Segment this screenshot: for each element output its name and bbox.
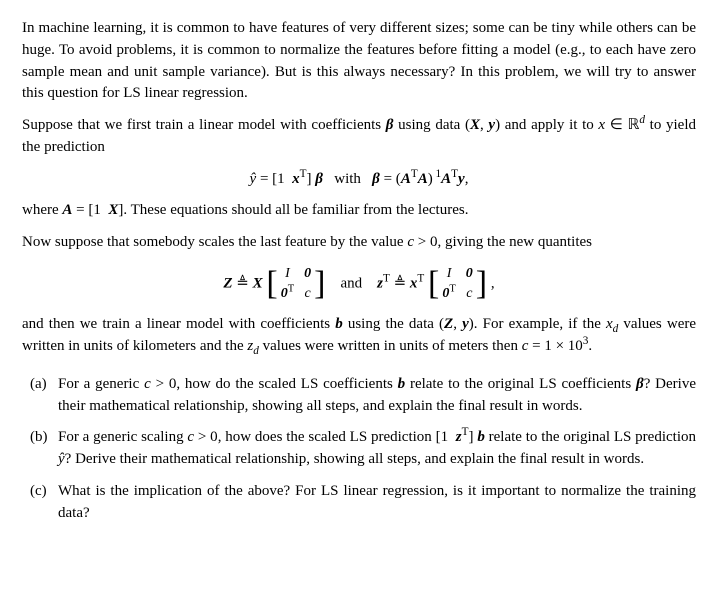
text: For a generic [58,376,144,392]
sym-beta: β [636,376,644,392]
text: relate to the original LS coefficients [405,376,636,392]
text: , giving the new quantites [437,234,592,250]
sym-zd: zd [247,338,258,354]
text: and apply it to [500,117,598,133]
sym-A-def: [1 X] [88,202,123,218]
cell: I [442,264,455,284]
sym-xd: xd [606,316,618,332]
sym-Xy: (X, y) [465,117,500,133]
text: relate to the original LS prediction [485,429,696,445]
text: ? Derive their mathematical relationship… [65,451,644,467]
cell: 0T [281,284,294,304]
matrix-2: [ I 0 0T c ] [428,264,487,305]
sym-A: A [62,202,72,218]
text-and: and [340,275,362,291]
list-item-c: (c) What is the implication of the above… [22,481,696,525]
sym-b: b [335,316,343,332]
sym-yhat: ŷ [58,451,65,467]
list-item-b: (b) For a generic scaling c > 0, how doe… [22,427,696,471]
item-body-a: For a generic c > 0, how do the scaled L… [58,374,696,418]
text: values were written in units of meters t… [259,338,522,354]
list-item-a: (a) For a generic c > 0, how do the scal… [22,374,696,418]
equation-yhat-beta: ŷ = [1 xT] β with β = (ATA) 1ATy, [22,169,696,191]
text: . [588,338,592,354]
item-label-b: (b) [22,427,58,471]
sym-c-val: c = 1 × 103 [522,338,589,354]
matrix-1: [ I 0 0T c ] [266,264,325,305]
paragraph-train-b: and then we train a linear model with co… [22,314,696,358]
item-body-b: For a generic scaling c > 0, how does th… [58,427,696,471]
paragraph-setup: Suppose that we first train a linear mod… [22,115,696,159]
text: . For example, if the [474,316,606,332]
text: , how does the scaled LS prediction [218,429,436,445]
cell: 0 [304,264,311,284]
text: , how do the scaled LS coefficients [176,376,397,392]
cell: c [304,284,311,304]
cell: 0T [442,284,455,304]
sym-c-gt-0: c > 0 [407,234,437,250]
text: using data [393,117,465,133]
sym-trieq: ≜ [394,275,407,291]
paragraph-intro: In machine learning, it is common to hav… [22,18,696,105]
cell: 0 [466,264,473,284]
paragraph-where-A: where A = [1 X]. These equations should … [22,200,696,222]
cell: I [281,264,294,284]
text: where [22,202,62,218]
paragraph-scale: Now suppose that somebody scales the las… [22,232,696,254]
sym-pred: [1 zT] b [436,429,485,445]
sym-Zy: (Z, y) [439,316,474,332]
text: and then we train a linear model with co… [22,316,335,332]
text: using the data [343,316,439,332]
sym-c-gt-0: c > 0 [144,376,176,392]
text: . These equations should all be familiar… [123,202,468,218]
sym-trieq: ≜ [236,275,249,291]
equation-Z-z: Z ≜ X [ I 0 0T c ] and zT ≜ xT [ I 0 0T … [22,264,696,305]
item-label-a: (a) [22,374,58,418]
cell: c [466,284,473,304]
text: For a generic scaling [58,429,187,445]
sym-x-in-Rd: x ∈ ℝd [598,117,645,133]
item-body-c: What is the implication of the above? Fo… [58,481,696,525]
text: Now suppose that somebody scales the las… [22,234,407,250]
text: Suppose that we first train a linear mod… [22,117,386,133]
sym-c-gt-0: c > 0 [187,429,217,445]
item-label-c: (c) [22,481,58,525]
